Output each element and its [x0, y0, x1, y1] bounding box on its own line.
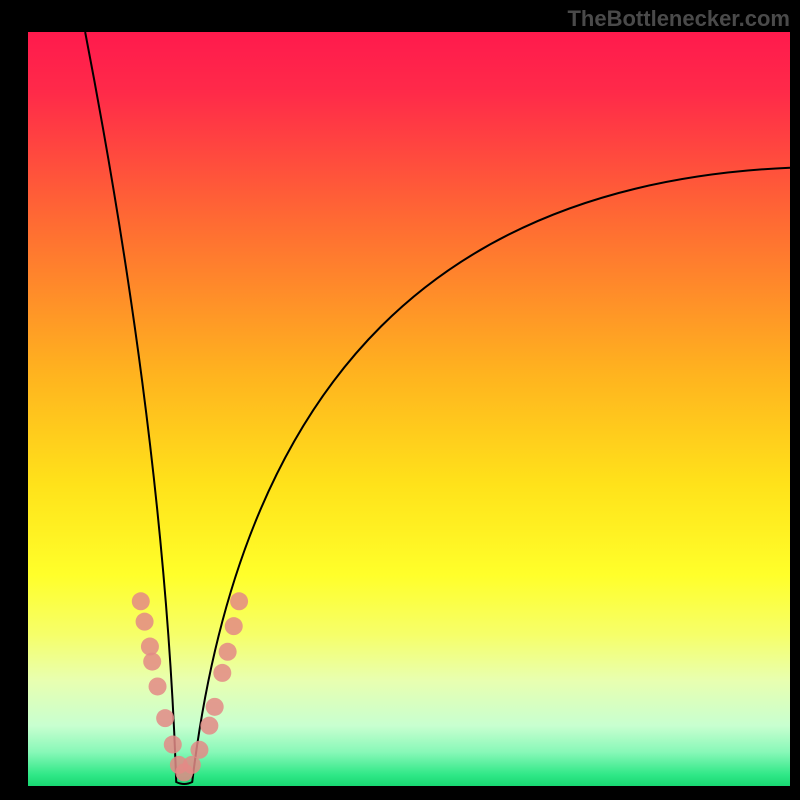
plot-area — [28, 32, 790, 786]
frame-border-left — [0, 0, 28, 800]
watermark-text: TheBottlenecker.com — [567, 6, 790, 32]
frame-border-right — [790, 0, 800, 800]
frame-border-bottom — [0, 786, 800, 800]
chart-container: TheBottlenecker.com — [0, 0, 800, 800]
